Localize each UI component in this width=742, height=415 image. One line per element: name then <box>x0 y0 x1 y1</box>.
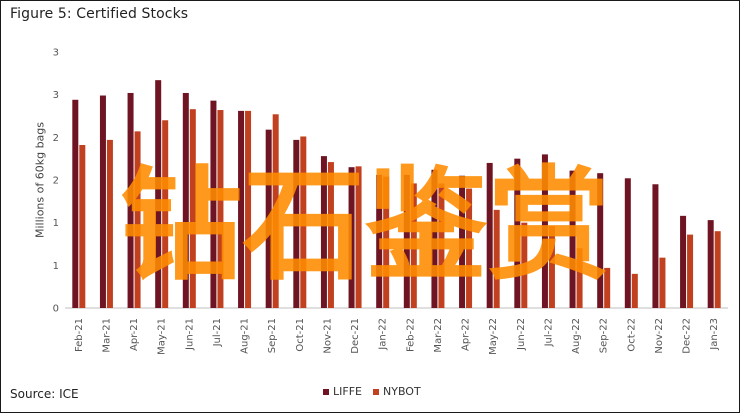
x-tick-label: Dec-21 <box>350 318 361 354</box>
bar-nybot <box>466 188 473 308</box>
y-tick-label: 0 <box>53 304 59 315</box>
bar-nybot <box>217 110 224 308</box>
legend-label-nybot: NYBOT <box>383 385 421 398</box>
bar-liffe <box>376 174 383 308</box>
bar-nybot <box>438 183 445 308</box>
bar-liffe <box>624 178 631 308</box>
legend-swatch-liffe <box>323 389 329 395</box>
bar-nybot <box>548 226 555 308</box>
x-tick-label: Apr-22 <box>461 318 472 351</box>
bar-nybot <box>189 109 196 308</box>
x-tick-label: Jan-23 <box>709 318 720 351</box>
bar-liffe <box>569 170 576 308</box>
x-tick-label: Aug-22 <box>571 318 582 354</box>
legend-label-liffe: LIFFE <box>333 385 362 398</box>
x-tick-label: Nov-21 <box>322 318 333 354</box>
bar-liffe <box>155 80 162 308</box>
x-tick-label: Nov-22 <box>654 318 665 354</box>
x-tick-label: Jun-21 <box>184 318 195 351</box>
bar-liffe <box>72 99 79 308</box>
bar-nybot <box>106 139 113 308</box>
y-tick-label: 3 <box>53 48 59 59</box>
x-tick-label: Mar-22 <box>433 318 444 353</box>
x-tick-label: Jul-22 <box>543 318 554 347</box>
bar-nybot <box>659 257 666 308</box>
bar-nybot <box>410 183 417 308</box>
bar-nybot <box>631 273 638 308</box>
y-tick-label: 1 <box>53 261 59 272</box>
bar-nybot <box>272 114 279 308</box>
watermark-text: 钻石鉴赏 <box>120 155 610 297</box>
bar-nybot <box>134 131 141 308</box>
bar-liffe <box>182 92 189 309</box>
bar-liffe <box>238 110 245 308</box>
bar-liffe <box>210 100 217 308</box>
bar-liffe <box>99 95 106 309</box>
bar-nybot <box>355 166 362 308</box>
bar-nybot <box>300 136 307 308</box>
y-tick-label: 1 <box>53 218 59 229</box>
bar-liffe <box>265 129 272 308</box>
x-tick-label: Oct-21 <box>295 318 306 352</box>
bar-liffe <box>348 167 355 308</box>
bar-nybot <box>245 110 252 308</box>
x-tick-label: Jun-22 <box>516 318 527 351</box>
y-tick-label: 3 <box>53 90 59 101</box>
bar-liffe <box>459 175 466 308</box>
bar-liffe <box>597 173 604 308</box>
x-tick-label: May-21 <box>157 318 168 355</box>
y-tick-label: 2 <box>53 176 59 187</box>
x-tick-label: Jul-21 <box>212 318 223 347</box>
x-tick-label: Sep-21 <box>267 318 278 353</box>
bar-liffe <box>293 139 300 308</box>
bar-liffe <box>127 92 134 309</box>
legend-swatch-nybot <box>373 389 379 395</box>
bar-nybot <box>327 162 334 308</box>
x-tick-label: Feb-22 <box>405 318 416 352</box>
x-tick-label: Sep-22 <box>599 318 610 353</box>
bar-liffe <box>403 174 410 308</box>
x-tick-label: Aug-21 <box>240 318 251 354</box>
bar-nybot <box>383 176 390 308</box>
bar-nybot <box>576 248 583 308</box>
bar-nybot <box>687 234 694 308</box>
bar-nybot <box>493 209 500 308</box>
x-tick-label: Apr-21 <box>129 318 140 351</box>
bar-liffe <box>707 220 714 308</box>
bar-liffe <box>541 154 548 308</box>
bar-liffe <box>486 162 493 308</box>
bar-nybot <box>521 222 528 308</box>
x-tick-label: Mar-21 <box>101 318 112 353</box>
x-tick-label: Feb-21 <box>74 318 85 352</box>
bar-liffe <box>680 215 687 308</box>
bar-liffe <box>431 169 438 308</box>
bar-liffe <box>320 156 327 308</box>
y-tick-label: 2 <box>53 133 59 144</box>
bar-nybot <box>604 267 611 308</box>
chart-title: Figure 5: Certified Stocks <box>10 6 189 22</box>
x-tick-label: Oct-22 <box>626 318 637 352</box>
bar-nybot <box>162 120 169 309</box>
x-tick-label: Dec-22 <box>682 318 693 354</box>
bar-nybot <box>79 145 86 308</box>
bar-liffe <box>514 158 521 308</box>
x-tick-label: May-22 <box>488 318 499 355</box>
bar-liffe <box>652 184 659 308</box>
bar-nybot <box>714 231 721 308</box>
source-note: Source: ICE <box>10 387 79 401</box>
x-tick-label: Jan-22 <box>378 318 389 351</box>
